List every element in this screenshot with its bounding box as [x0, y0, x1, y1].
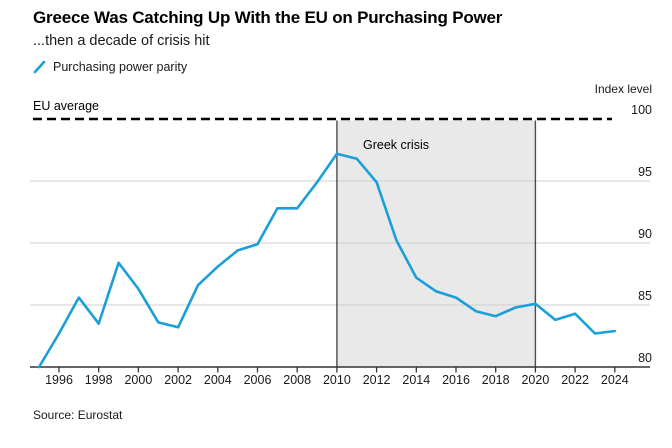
y-axis-tick-label: 80 [638, 351, 652, 365]
y-axis-tick-label: 85 [638, 289, 652, 303]
source-note: Source: Eurostat [33, 408, 123, 422]
x-axis-tick-label: 2012 [362, 373, 391, 387]
x-axis-tick-label: 2024 [600, 373, 629, 387]
greek-crisis-label: Greek crisis [363, 138, 429, 152]
x-axis-tick-label: 2000 [124, 373, 153, 387]
ppp-line [37, 152, 617, 369]
x-axis-tick-label: 2006 [243, 373, 272, 387]
shaded-region-greek-crisis [336, 120, 536, 367]
page-title: Greece Was Catching Up With the EU on Pu… [33, 8, 503, 27]
x-axis-tick-label: 1998 [84, 373, 113, 387]
x-axis-tick-label: 2022 [561, 373, 589, 387]
legend-label: Purchasing power parity [53, 60, 188, 74]
y-axis-tick-label: 90 [638, 227, 652, 241]
x-axis-tick-label: 2010 [322, 373, 351, 387]
x-axis-tick-label: 1996 [45, 373, 73, 387]
y-axis-tick-label: 95 [638, 165, 652, 179]
x-axis-tick-label: 2004 [203, 373, 232, 387]
x-axis-tick-label: 2008 [283, 373, 312, 387]
x-axis-tick-label: 2002 [164, 373, 192, 387]
y-axis-unit-label: Index level [594, 82, 652, 96]
slash-icon [33, 60, 46, 74]
eu-average-label: EU average [33, 99, 100, 113]
page-subtitle: ...then a decade of crisis hit [33, 33, 210, 49]
x-axis-tick-label: 2020 [521, 373, 550, 387]
x-axis-tick-label: 2016 [442, 373, 470, 387]
x-axis-tick-label: 2014 [402, 373, 431, 387]
legend: Purchasing power parity [33, 60, 187, 74]
x-axis-tick-label: 2018 [481, 373, 510, 387]
y-axis-tick-label: 100 [631, 103, 652, 117]
